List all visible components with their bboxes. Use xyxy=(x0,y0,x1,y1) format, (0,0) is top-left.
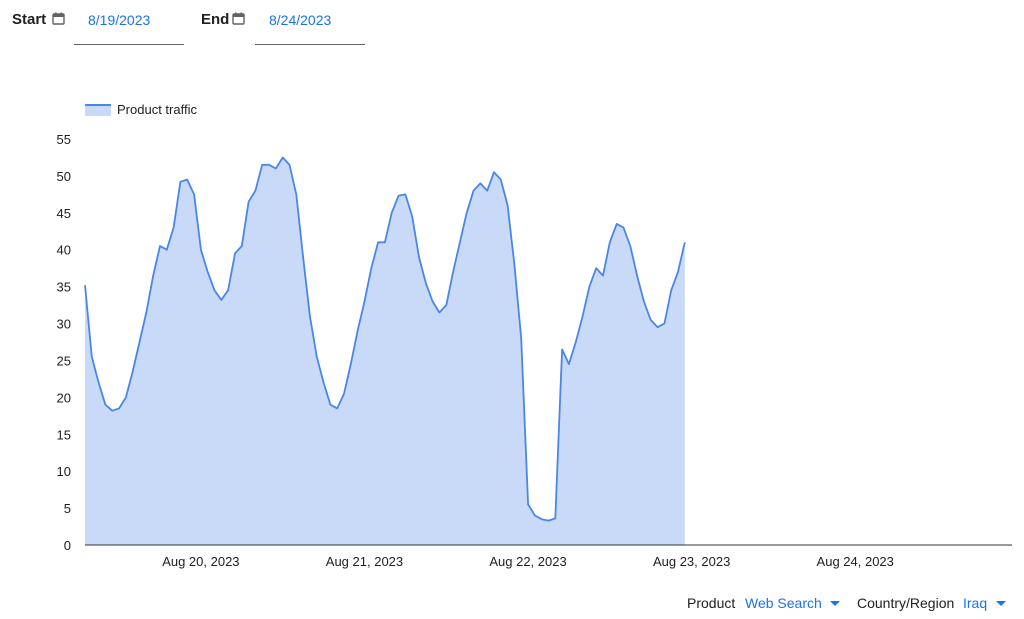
y-tick-label: 55 xyxy=(57,132,71,147)
caret-down-icon[interactable] xyxy=(996,601,1006,606)
end-date-input[interactable]: 8/24/2023 xyxy=(269,12,332,28)
y-tick-label: 30 xyxy=(57,317,71,332)
start-label: Start xyxy=(12,11,47,28)
y-tick-label: 35 xyxy=(57,280,71,295)
product-label: Product xyxy=(687,595,736,611)
start-date-input[interactable]: 8/19/2023 xyxy=(88,12,151,28)
x-tick-label: Aug 21, 2023 xyxy=(326,554,403,569)
calendar-icon[interactable] xyxy=(232,12,245,25)
filter-bar: Product Web Search Country/Region Iraq xyxy=(0,593,1024,615)
region-dropdown[interactable]: Iraq xyxy=(963,595,988,611)
y-axis-ticks: 0 5 10 15 20 25 30 35 40 45 50 55 xyxy=(57,132,71,553)
caret-down-icon[interactable] xyxy=(830,601,840,606)
legend-label: Product traffic xyxy=(117,102,197,117)
y-tick-label: 20 xyxy=(57,390,71,405)
end-date-group: End 8/24/2023 xyxy=(201,0,381,46)
x-tick-label: Aug 24, 2023 xyxy=(817,554,894,569)
x-axis-ticks: Aug 20, 2023 Aug 21, 2023 Aug 22, 2023 Aug … xyxy=(162,554,894,569)
legend-swatch xyxy=(85,104,111,116)
traffic-chart: Product traffic 0 5 10 15 20 25 30 35 40 45 50 55 A… xyxy=(57,102,1012,569)
chart-legend: Product traffic xyxy=(85,102,197,117)
end-date-underline xyxy=(255,44,365,45)
start-date-group: Start 8/19/2023 xyxy=(12,0,192,46)
y-tick-label: 0 xyxy=(64,538,71,553)
x-tick-label: Aug 20, 2023 xyxy=(162,554,239,569)
end-label: End xyxy=(201,11,230,28)
traffic-line xyxy=(84,156,686,522)
y-tick-label: 5 xyxy=(64,501,71,516)
y-tick-label: 40 xyxy=(57,243,71,258)
start-date-underline xyxy=(74,44,184,45)
product-dropdown[interactable]: Web Search xyxy=(745,595,822,611)
x-tick-label: Aug 23, 2023 xyxy=(653,554,730,569)
region-label: Country/Region xyxy=(857,595,955,611)
x-tick-label: Aug 22, 2023 xyxy=(489,554,566,569)
y-tick-label: 25 xyxy=(57,353,71,368)
y-tick-label: 45 xyxy=(57,206,71,221)
calendar-icon[interactable] xyxy=(52,12,65,25)
y-tick-label: 15 xyxy=(57,427,71,442)
y-tick-label: 10 xyxy=(57,464,71,479)
y-tick-label: 50 xyxy=(57,169,71,184)
